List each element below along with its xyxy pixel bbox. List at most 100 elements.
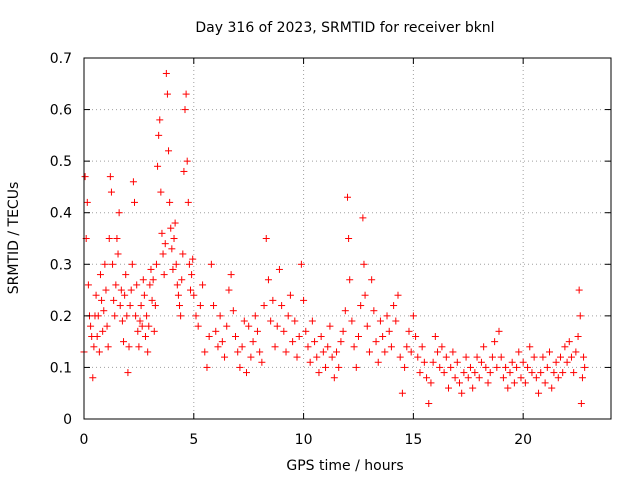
data-point	[84, 281, 92, 289]
data-point	[447, 363, 455, 371]
y-tick-label: 0	[63, 412, 72, 428]
data-point	[412, 332, 420, 340]
data-point	[172, 260, 180, 268]
data-point	[438, 343, 446, 351]
data-point	[431, 332, 439, 340]
data-point	[469, 384, 477, 392]
data-point	[455, 379, 463, 387]
data-point	[360, 260, 368, 268]
x-tick-label: 0	[80, 432, 89, 448]
data-point	[179, 250, 187, 258]
data-point	[151, 302, 159, 310]
data-point	[93, 332, 101, 340]
data-point	[167, 224, 175, 232]
data-point	[150, 327, 158, 335]
data-point	[363, 322, 371, 330]
data-point	[234, 348, 242, 356]
data-point	[442, 353, 450, 361]
data-point	[565, 338, 573, 346]
data-point	[236, 363, 244, 371]
data-point	[319, 348, 327, 356]
data-point	[409, 312, 417, 320]
x-tick-label: 10	[295, 432, 313, 448]
x-tick-label: 20	[514, 432, 532, 448]
data-point	[126, 302, 134, 310]
data-point	[120, 338, 128, 346]
data-point	[488, 353, 496, 361]
data-point	[423, 374, 431, 382]
data-point	[387, 343, 395, 351]
data-point	[374, 358, 382, 366]
data-point	[113, 235, 121, 242]
data-point	[183, 157, 191, 165]
data-point	[425, 400, 433, 408]
data-point	[300, 296, 308, 304]
data-point	[143, 312, 151, 320]
data-point	[158, 229, 166, 237]
data-point	[133, 281, 141, 289]
data-point	[92, 291, 100, 299]
data-point	[152, 260, 160, 268]
data-point	[247, 353, 255, 361]
data-point	[559, 369, 567, 377]
data-point	[249, 338, 257, 346]
data-point	[526, 343, 534, 351]
data-point	[577, 400, 585, 408]
data-point	[293, 353, 301, 361]
data-point	[117, 286, 125, 294]
data-point	[180, 167, 188, 175]
data-point	[181, 106, 189, 114]
data-point	[264, 276, 272, 284]
data-point	[169, 265, 177, 273]
data-point	[184, 198, 192, 206]
data-point	[101, 260, 109, 268]
data-point	[123, 312, 131, 320]
data-point	[174, 291, 182, 299]
data-point	[308, 317, 316, 325]
data-point	[484, 379, 492, 387]
data-point	[148, 296, 156, 304]
y-axis-label: SRMTID / TECUs	[6, 182, 22, 295]
data-point	[90, 343, 98, 351]
data-point	[530, 353, 538, 361]
data-point	[416, 369, 424, 377]
data-point	[160, 271, 168, 279]
data-point	[420, 358, 428, 366]
data-point	[460, 369, 468, 377]
data-point	[262, 235, 270, 242]
data-point	[440, 369, 448, 377]
data-point	[344, 193, 351, 201]
data-point	[149, 276, 157, 284]
data-point	[482, 363, 490, 371]
y-tick-label: 0.3	[50, 257, 72, 273]
data-point	[212, 327, 220, 335]
data-point	[497, 353, 505, 361]
data-point	[502, 363, 510, 371]
data-point	[532, 374, 540, 382]
data-point	[372, 338, 380, 346]
data-point	[398, 389, 406, 397]
data-point	[291, 317, 299, 325]
data-point	[315, 369, 323, 377]
data-point	[383, 312, 391, 320]
data-point	[104, 343, 112, 351]
data-point	[134, 327, 142, 335]
data-point	[335, 363, 343, 371]
data-point	[185, 260, 193, 268]
data-point	[385, 327, 393, 335]
data-point	[171, 219, 179, 227]
data-point	[515, 348, 523, 356]
data-point	[177, 312, 185, 320]
axis-ticks	[83, 57, 611, 420]
data-point	[376, 317, 384, 325]
data-point	[407, 348, 415, 356]
data-point	[258, 358, 266, 366]
data-point	[548, 384, 556, 392]
data-point	[282, 348, 290, 356]
data-point	[539, 353, 547, 361]
chart-title: Day 316 of 2023, SRMTID for receiver bkn…	[195, 20, 494, 36]
data-point	[188, 271, 196, 279]
data-point	[434, 348, 442, 356]
data-point	[350, 343, 358, 351]
